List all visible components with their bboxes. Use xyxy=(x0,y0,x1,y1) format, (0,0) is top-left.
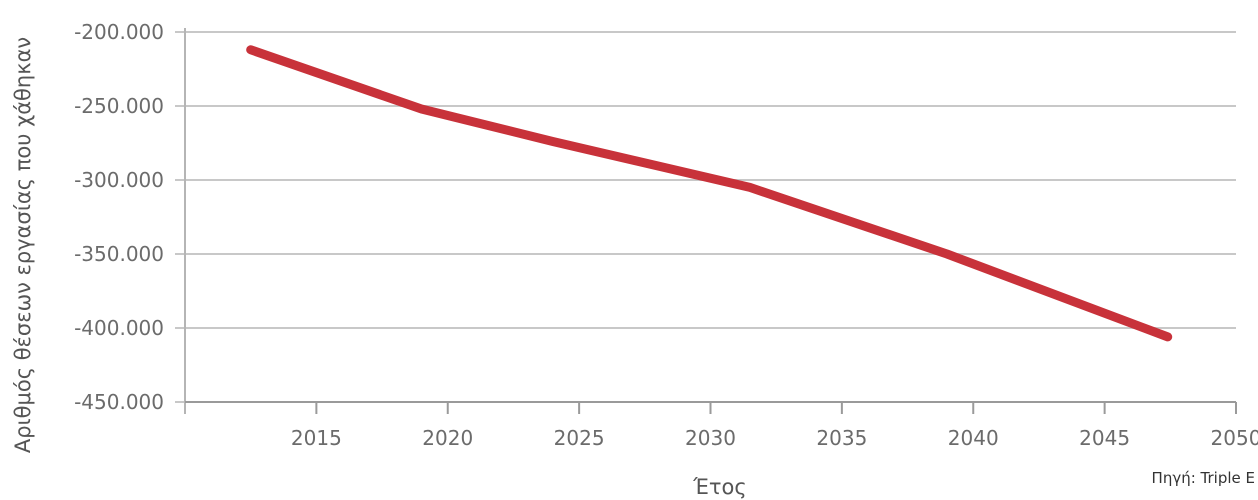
y-tick-label: -250.000 xyxy=(74,94,164,118)
x-tick-label: 2020 xyxy=(422,426,473,450)
y-tick-label: -300.000 xyxy=(74,168,164,192)
x-tick-label: 2015 xyxy=(291,426,342,450)
x-tick-label: 2025 xyxy=(554,426,605,450)
series-line xyxy=(246,45,1173,342)
y-tick-label: -400.000 xyxy=(74,316,164,340)
x-axis-title: Έτος xyxy=(692,475,746,499)
x-tick-labels: 2015 2020 2025 2030 2035 2040 2045 2050 xyxy=(291,426,1258,450)
y-tick-label: -450.000 xyxy=(74,390,164,414)
x-tick-label: 2045 xyxy=(1079,426,1130,450)
x-tick-label: 2050 xyxy=(1211,426,1258,450)
axes xyxy=(175,28,1237,414)
y-tick-label: -200.000 xyxy=(74,20,164,44)
x-tick-label: 2030 xyxy=(685,426,736,450)
x-tick-label: 2035 xyxy=(816,426,867,450)
y-axis-title: Αριθμός θέσεων εργασίας που χάθηκαν xyxy=(11,37,35,453)
source-note: Πηγή: Triple E xyxy=(1152,469,1255,487)
series-lines xyxy=(246,45,1173,342)
x-tick-label: 2040 xyxy=(948,426,999,450)
y-tick-labels: -200.000 -250.000 -300.000 -350.000 -400.000… xyxy=(74,20,164,414)
y-tick-label: -350.000 xyxy=(74,242,164,266)
